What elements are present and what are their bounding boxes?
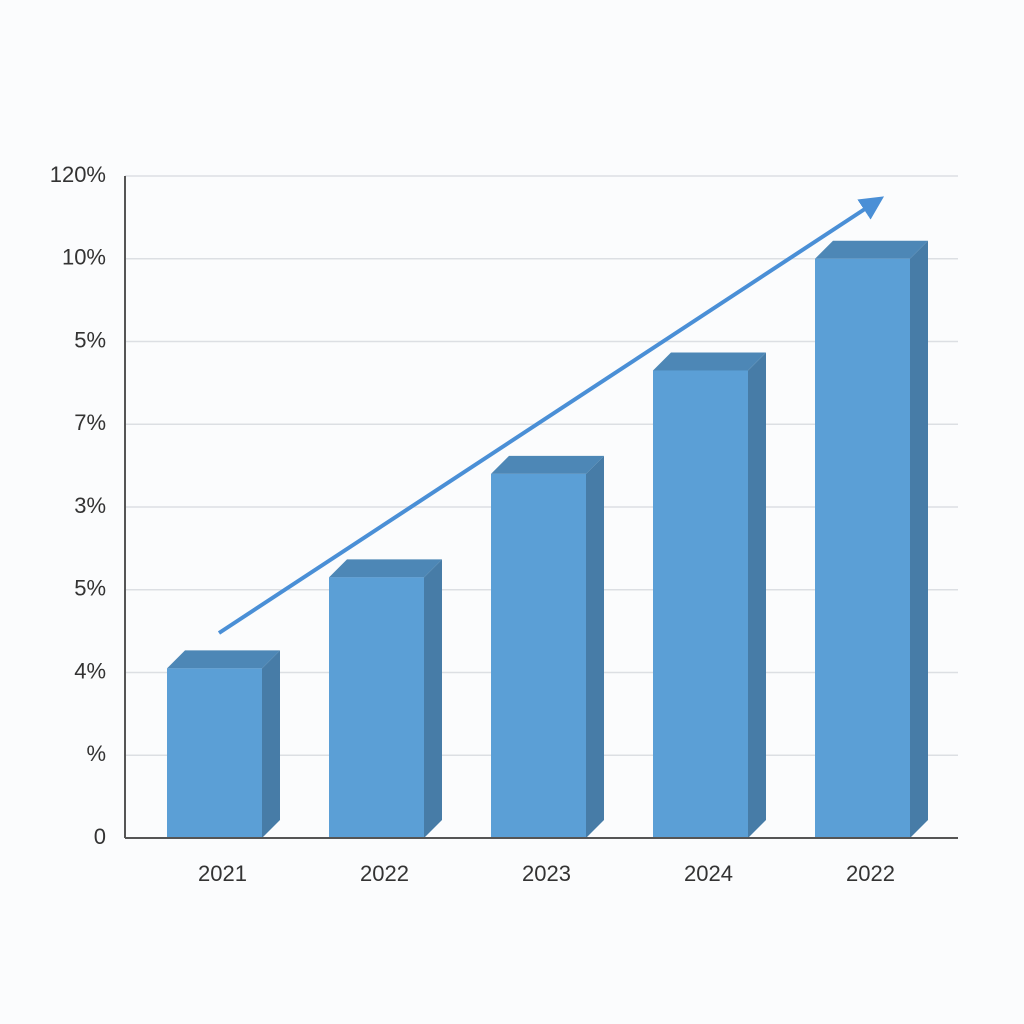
y-tick-label: 4% [74,658,106,683]
bar-side [910,240,928,838]
bar-top [653,352,766,371]
y-tick-label: % [86,741,106,766]
y-tick-label: 7% [74,410,106,435]
bar-top [491,455,604,474]
x-tick-label: 2022 [846,861,895,886]
bar-side [262,650,280,838]
bar [167,668,262,838]
bar-side [424,559,442,838]
bar [815,258,910,838]
bars [167,240,928,838]
trend-arrow [217,196,885,635]
x-tick-label: 2021 [198,861,247,886]
y-tick-label: 5% [74,327,106,352]
bar [653,370,748,838]
y-tick-label: 120% [50,162,106,187]
bar-side [748,352,766,838]
bar [491,473,586,838]
bar-top [815,240,928,259]
x-tick-label: 2023 [522,861,571,886]
y-tick-label: 10% [62,245,106,270]
bar-top [167,650,280,669]
y-tick-label: 0 [94,824,106,849]
x-tick-label: 2022 [360,861,409,886]
bar [329,577,424,838]
y-tick-label: 3% [74,493,106,518]
x-tick-label: 2024 [684,861,733,886]
y-tick-label: 5% [74,576,106,601]
bar-side [586,455,604,838]
bar-top [329,559,442,578]
